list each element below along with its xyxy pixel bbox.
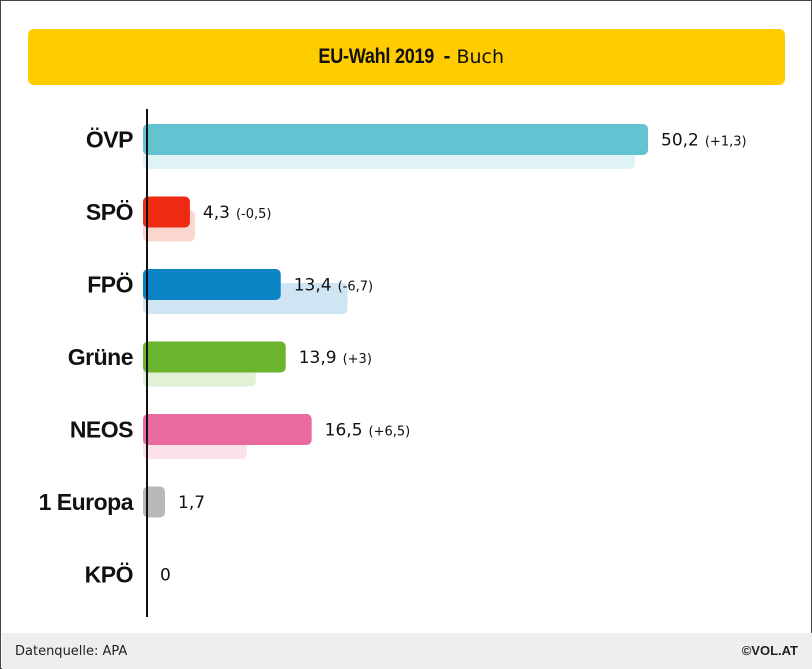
bar-övp <box>143 124 648 155</box>
bar-grüne <box>143 341 286 373</box>
category-label-1-europa: 1 Europa <box>39 489 134 515</box>
change-label-neos: (+6,5) <box>369 425 411 440</box>
category-label-fpö: FPÖ <box>87 272 133 298</box>
value-label-kpö: 0 <box>160 566 171 586</box>
data-source: Datenquelle: APA <box>15 644 128 659</box>
value-label-1-europa: 1,7 <box>178 493 205 513</box>
category-label-neos: NEOS <box>70 417 133 443</box>
brand-logo: ©VOL.AT <box>741 643 798 658</box>
footer: Datenquelle: APA ©VOL.AT <box>2 633 812 669</box>
change-label-övp: (+1,3) <box>705 135 747 150</box>
bar-spö <box>143 196 190 228</box>
category-label-grüne: Grüne <box>68 344 133 370</box>
category-label-spö: SPÖ <box>86 199 133 225</box>
bar-chart: ÖVP 50,2 (+1,3)SPÖ 4,3 (-0,5)FPÖ 13,4 (-6,7)Gr… <box>39 109 747 617</box>
change-label-grüne: (+3) <box>343 352 372 367</box>
chart-subtitle: Buch <box>456 46 505 68</box>
title-banner: EU-Wahl 2019 - Buch <box>28 29 785 85</box>
title-separator: - <box>443 45 451 68</box>
value-label-grüne: 13,9 (+3) <box>299 348 372 368</box>
bar-fpö <box>143 269 281 300</box>
value-label-neos: 16,5 (+6,5) <box>325 421 411 441</box>
category-label-kpö: KPÖ <box>85 562 133 588</box>
bar-1-europa <box>143 486 165 518</box>
category-label-övp: ÖVP <box>86 127 133 153</box>
bar-neos <box>143 414 312 445</box>
value-label-spö: 4,3 (-0,5) <box>203 203 272 223</box>
change-label-fpö: (-6,7) <box>338 280 374 295</box>
chart-title: EU-Wahl 2019 <box>318 45 435 68</box>
value-label-övp: 50,2 (+1,3) <box>661 131 747 151</box>
change-label-spö: (-0,5) <box>236 207 272 222</box>
